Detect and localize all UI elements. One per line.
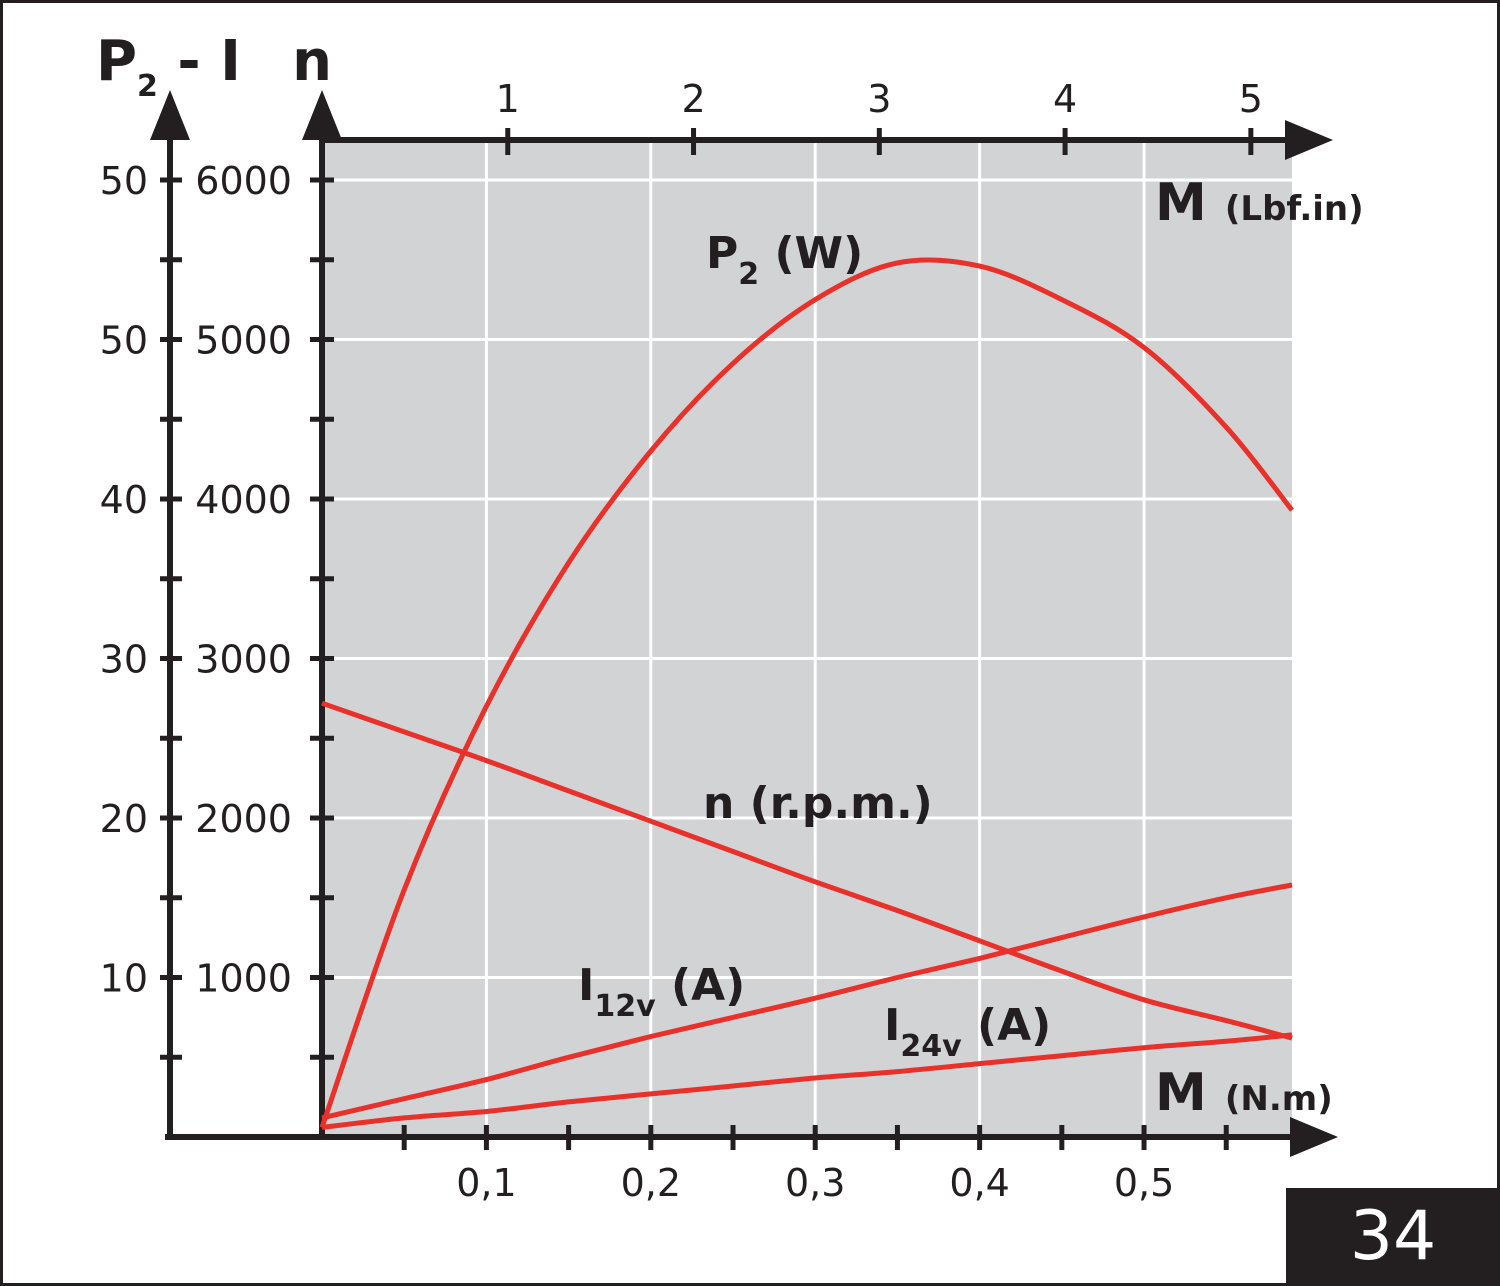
plot-area xyxy=(322,140,1292,1137)
series-n-curve xyxy=(321,700,1293,1041)
x2-tick-label: 4 xyxy=(1053,77,1077,121)
y-left-tick-label: 50 xyxy=(100,159,148,203)
x2-axis-title: M (Lbf.in) xyxy=(1155,173,1364,233)
figure-number-badge: 34 xyxy=(1286,1188,1500,1286)
y-left-tick-label: 40 xyxy=(100,478,148,522)
y-left-axis-title: P2 - I xyxy=(96,29,241,104)
x2-axis-arrow xyxy=(1285,120,1333,160)
y-right-axis-arrow xyxy=(302,90,342,140)
axes xyxy=(150,90,1338,1157)
y-right-tick-label: 6000 xyxy=(195,159,292,203)
x2-tick-label: 2 xyxy=(681,77,705,121)
series-i12v-curve xyxy=(321,882,1293,1121)
x-tick-label: 0,1 xyxy=(456,1161,516,1205)
series-p2-label: P2 (W) xyxy=(706,228,863,292)
x-axis-arrow xyxy=(1290,1117,1338,1157)
y-right-axis-title: n xyxy=(292,29,332,94)
y-right-tick-label: 3000 xyxy=(195,638,292,682)
series-i12v-label: I12v (A) xyxy=(578,960,745,1024)
y-left-tick-label: 20 xyxy=(100,797,148,841)
series-i24v-curve xyxy=(321,1032,1293,1130)
x-tick-label: 0,2 xyxy=(621,1161,681,1205)
x2-tick-label: 3 xyxy=(867,77,891,121)
x-tick-label: 0,4 xyxy=(949,1161,1009,1205)
series-p2-curve xyxy=(319,257,1294,1129)
y-left-tick-label: 50 xyxy=(100,319,148,363)
y-left-axis-arrow xyxy=(150,90,190,140)
y-right-tick-label: 2000 xyxy=(195,797,292,841)
x2-tick-label: 5 xyxy=(1239,77,1263,121)
curves xyxy=(319,257,1294,1130)
x-tick-label: 0,5 xyxy=(1114,1161,1174,1205)
x-tick-label: 0,3 xyxy=(785,1161,845,1205)
x-axis-title: M (N.m) xyxy=(1155,1063,1333,1123)
y-left-tick-label: 10 xyxy=(100,957,148,1001)
series-n-label: n (r.p.m.) xyxy=(703,778,933,829)
y-right-tick-label: 5000 xyxy=(195,319,292,363)
y-right-tick-label: 4000 xyxy=(195,478,292,522)
series-i24v-label: I24v (A) xyxy=(884,1000,1051,1064)
y-right-tick-label: 1000 xyxy=(195,957,292,1001)
y-left-tick-label: 30 xyxy=(100,638,148,682)
labels: 10 20 30 40 50 50 1000 2000 3000 4000 5000 6000 0,1 0… xyxy=(96,29,1364,1205)
figure-number: 34 xyxy=(1349,1197,1437,1276)
x2-tick-label: 1 xyxy=(496,77,520,121)
